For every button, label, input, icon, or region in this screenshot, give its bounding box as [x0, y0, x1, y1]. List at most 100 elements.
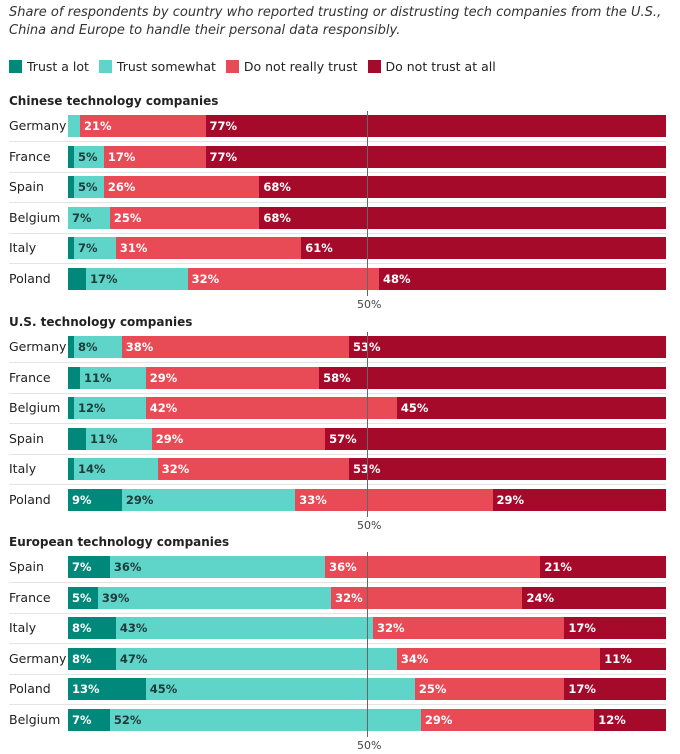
bar-segment-do-not-really-trust: 25%	[414, 678, 565, 701]
bar-segment-do-not-trust-at-all: 12%	[594, 709, 666, 731]
stacked-bar: 8% 43% 32% 17%	[68, 617, 666, 640]
bar-segment-do-not-trust-at-all: 24%	[522, 586, 666, 609]
bar-segment-do-not-really-trust: 33%	[295, 489, 493, 511]
legend-item-trust-a-lot: Trust a lot	[9, 59, 89, 74]
bar-segment-do-not-trust-at-all: 29%	[492, 489, 666, 511]
bar-segment-trust-somewhat: 8%	[73, 336, 122, 358]
bar-segment-do-not-trust-at-all: 17%	[564, 617, 666, 640]
bar-segment-trust-somewhat: 11%	[85, 427, 152, 450]
bar-segment-trust-somewhat: 5%	[73, 145, 104, 168]
bar-segment-do-not-trust-at-all: 53%	[349, 336, 666, 358]
fifty-percent-label: 50%	[357, 519, 382, 532]
stacked-bar: 8%38%53%	[68, 336, 666, 358]
country-label: Belgium	[9, 712, 61, 727]
bar-segment-do-not-trust-at-all: 58%	[319, 366, 666, 389]
bar-segment-do-not-trust-at-all: 61%	[301, 237, 666, 260]
row-divider	[9, 171, 666, 173]
stacked-bar: 11% 29% 57%	[68, 427, 666, 450]
row-divider	[9, 453, 666, 455]
fifty-percent-line	[367, 332, 368, 517]
legend-swatch	[9, 60, 22, 73]
stacked-bar: 14%32%53%	[68, 458, 666, 481]
stacked-bar: 12% 42% 45%	[68, 397, 666, 420]
bar-segment-do-not-trust-at-all: 68%	[259, 206, 666, 229]
bar-segment-do-not-really-trust: 34%	[396, 647, 601, 670]
panel-title: Chinese technology companies	[9, 94, 219, 108]
legend-swatch	[98, 60, 112, 73]
country-label: Italy	[9, 240, 37, 256]
bar-segment-trust-somewhat	[68, 115, 80, 137]
bar-segment-trust-somewhat: 17%	[85, 268, 188, 290]
bar-segment-trust-somewhat: 43%	[115, 617, 373, 640]
bar-segment-trust-a-lot	[68, 237, 74, 260]
bar-segment-trust-a-lot	[68, 145, 74, 168]
row-divider	[9, 202, 666, 204]
bar-segment-do-not-really-trust: 32%	[187, 268, 379, 290]
legend-swatch	[225, 60, 239, 73]
row-divider	[9, 582, 666, 583]
fifty-percent-line	[367, 552, 368, 737]
bar-segment-trust-a-lot	[68, 176, 74, 199]
bar-segment-trust-a-lot: 5%	[68, 586, 98, 609]
country-label: Germany	[9, 650, 67, 666]
bar-segment-trust-somewhat: 12%	[73, 397, 146, 420]
stacked-bar: 13% 45% 25% 17%	[68, 678, 666, 701]
bar-segment-do-not-trust-at-all: 45%	[396, 397, 666, 420]
bar-segment-trust-somewhat: 5%	[73, 176, 104, 199]
row-divider	[9, 362, 666, 363]
country-label: Belgium	[9, 209, 61, 225]
bar-segment-do-not-really-trust: 32%	[372, 617, 565, 640]
row-divider	[9, 612, 666, 614]
legend-item-trust-somewhat: Trust somewhat	[98, 59, 216, 74]
row-divider	[9, 673, 666, 675]
country-label: Poland	[9, 492, 51, 507]
bar-segment-do-not-really-trust: 42%	[145, 397, 397, 420]
row-divider	[9, 392, 666, 394]
country-label: Italy	[9, 620, 37, 636]
bar-segment-trust-a-lot: 13%	[68, 678, 146, 701]
row-divider	[9, 643, 666, 645]
stacked-bar: 7% 36% 36% 21%	[68, 556, 666, 578]
stacked-bar: 17% 32% 48%	[68, 268, 666, 290]
legend: Trust a lot Trust somewhat Do not really…	[9, 59, 496, 74]
bar-segment-do-not-really-trust: 38%	[121, 336, 350, 358]
country-label: France	[9, 369, 51, 385]
country-label: France	[9, 589, 51, 605]
bar-segment-do-not-trust-at-all: 53%	[349, 458, 666, 481]
legend-label: Trust a lot	[27, 59, 89, 74]
stacked-bar: 5% 17% 77%	[68, 145, 666, 168]
bar-segment-trust-a-lot: 8%	[68, 617, 116, 640]
bar-segment-do-not-trust-at-all: 17%	[564, 678, 666, 701]
bar-segment-do-not-trust-at-all: 77%	[205, 115, 666, 137]
bar-segment-trust-a-lot: 9%	[68, 489, 122, 511]
stacked-bar: 5% 26% 68%	[68, 176, 666, 199]
fifty-percent-label: 50%	[357, 298, 382, 311]
bar-segment-do-not-really-trust: 31%	[115, 237, 302, 260]
row-divider	[9, 232, 666, 234]
legend-label: Do not trust at all	[385, 59, 496, 74]
legend-label: Do not really trust	[243, 59, 358, 74]
bar-segment-trust-a-lot	[68, 268, 86, 290]
bar-segment-do-not-really-trust: 17%	[103, 145, 206, 168]
bar-segment-trust-somewhat: 7%	[73, 237, 116, 260]
bar-segment-do-not-really-trust: 29%	[145, 366, 320, 389]
bar-segment-do-not-really-trust: 32%	[331, 586, 523, 609]
bar-segment-do-not-trust-at-all: 11%	[600, 647, 666, 670]
bar-segment-trust-somewhat: 11%	[79, 366, 146, 389]
bar-segment-trust-somewhat: 29%	[121, 489, 296, 511]
country-label: Poland	[9, 271, 51, 286]
bar-segment-do-not-really-trust: 26%	[103, 176, 260, 199]
row-divider	[9, 423, 666, 425]
chart-title: Share of respondents by country who repo…	[9, 5, 662, 38]
bar-segment-trust-somewhat: 52%	[109, 709, 421, 731]
bar-segment-trust-somewhat: 36%	[109, 556, 326, 578]
stacked-bar: 11% 29% 58%	[68, 366, 666, 389]
bar-segment-do-not-trust-at-all: 57%	[325, 427, 666, 450]
stacked-bar: 7% 52% 29% 12%	[68, 709, 666, 731]
bar-segment-do-not-really-trust: 25%	[109, 206, 260, 229]
stacked-bar: 9% 29% 33% 29%	[68, 489, 666, 511]
bar-segment-trust-somewhat: 47%	[115, 647, 397, 670]
stacked-bar: 7% 31% 61%	[68, 237, 666, 260]
bar-segment-trust-somewhat: 45%	[145, 678, 415, 701]
